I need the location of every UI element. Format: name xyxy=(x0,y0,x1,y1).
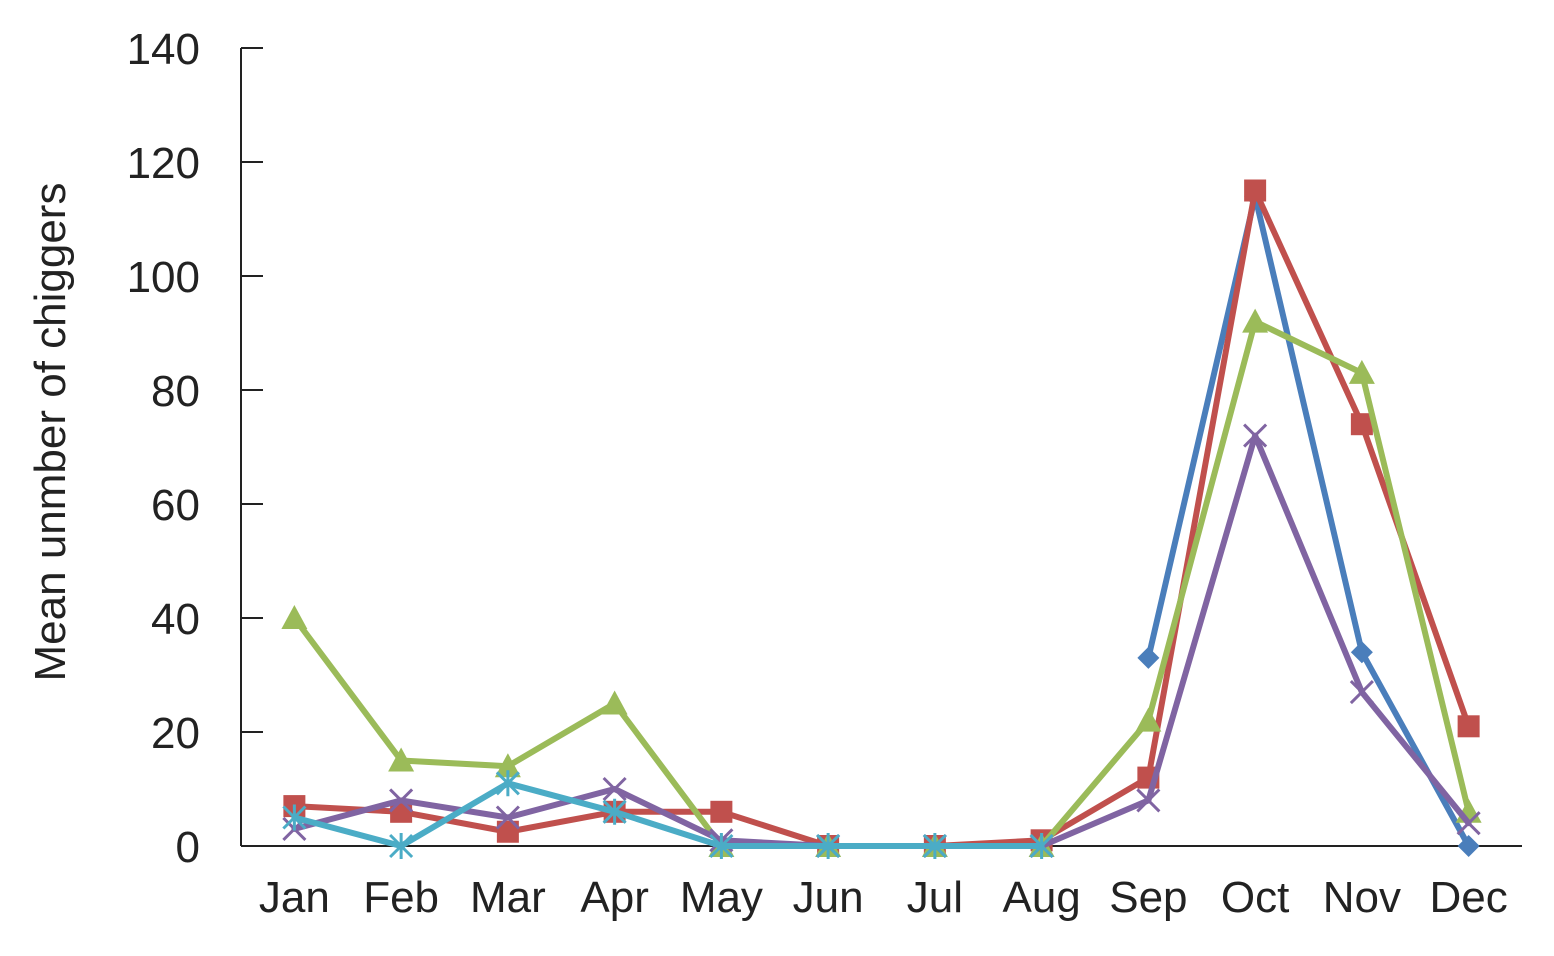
data-point xyxy=(282,804,307,831)
data-point xyxy=(495,770,520,797)
y-axis-label: Mean unmber of chiggers xyxy=(26,183,75,682)
data-point xyxy=(1136,788,1161,813)
series-square xyxy=(283,179,1480,857)
data-point xyxy=(602,776,627,802)
data-point xyxy=(710,800,733,823)
x-tick-label: May xyxy=(680,873,763,922)
data-point xyxy=(1350,641,1373,664)
x-tick-label: Feb xyxy=(363,873,439,922)
x-tick-label: Sep xyxy=(1109,873,1187,922)
x-tick-label: Oct xyxy=(1221,873,1289,922)
series-diamond xyxy=(1137,185,1480,857)
series-line xyxy=(291,432,1472,849)
data-point xyxy=(1350,413,1373,436)
data-point xyxy=(601,690,628,715)
data-point xyxy=(388,747,415,772)
y-tick-label: 140 xyxy=(127,25,200,74)
data-point xyxy=(922,833,947,859)
data-point xyxy=(1029,833,1054,859)
y-tick-label: 20 xyxy=(151,709,200,758)
series-line xyxy=(291,318,1472,849)
y-tick-label: 40 xyxy=(151,595,200,644)
data-point xyxy=(1349,680,1374,705)
data-point xyxy=(1457,835,1480,857)
x-tick-label: Jun xyxy=(793,873,864,922)
data-point xyxy=(816,833,841,859)
x-tick-label: Dec xyxy=(1430,873,1508,922)
y-tick-labels: 0 20 40 60 80 100 120 140 xyxy=(127,25,200,872)
series-line xyxy=(1145,193,1472,849)
data-point xyxy=(1456,811,1481,836)
data-point xyxy=(1137,646,1160,669)
data-point xyxy=(1348,359,1375,384)
data-point xyxy=(1244,179,1267,202)
data-point xyxy=(281,605,308,629)
data-point xyxy=(1457,715,1480,738)
data-point xyxy=(602,798,627,825)
series-layer xyxy=(281,179,1482,859)
data-point xyxy=(389,788,414,813)
y-tick-label: 0 xyxy=(176,823,200,872)
y-tick-label: 100 xyxy=(127,253,200,302)
axes xyxy=(240,47,1522,847)
series-asterisk xyxy=(282,770,1054,859)
x-tick-label: Jan xyxy=(259,873,330,922)
x-tick-label: Apr xyxy=(580,873,648,922)
y-tick-label: 80 xyxy=(151,367,200,416)
y-tick-label: 60 xyxy=(151,481,200,530)
data-point xyxy=(494,753,521,778)
data-point xyxy=(495,805,520,830)
x-tick-label: Nov xyxy=(1323,873,1401,922)
x-tick-label: Mar xyxy=(470,873,546,922)
series-x xyxy=(282,423,1481,859)
data-point xyxy=(1243,423,1268,448)
y-tick-label: 120 xyxy=(127,139,200,188)
data-point xyxy=(389,833,414,859)
x-tick-labels: Jan Feb Mar Apr May Jun Jul Aug Sep Oct Nov Dec xyxy=(259,873,1508,922)
data-point xyxy=(496,820,519,843)
data-point xyxy=(709,833,734,859)
series-line xyxy=(291,780,1045,849)
data-point xyxy=(1135,707,1162,732)
x-tick-label: Jul xyxy=(907,873,963,922)
x-tick-label: Aug xyxy=(1002,873,1080,922)
data-point xyxy=(1242,308,1269,333)
